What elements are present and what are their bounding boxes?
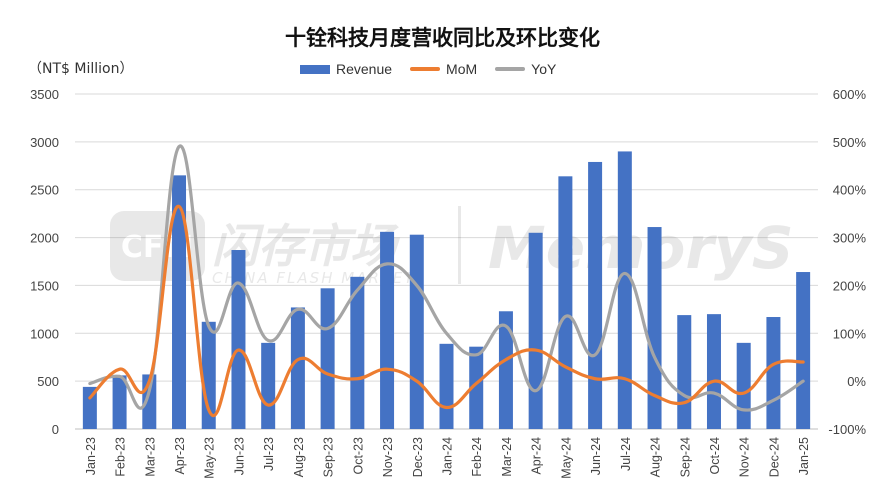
- bar: [617, 151, 632, 429]
- x-axis-labels: Jan-23 Feb-23 Mar-23 Apr-23 May-23 Jun-23 Jul-…: [84, 437, 811, 479]
- bar: [498, 311, 513, 429]
- left-tick-label: 0: [52, 422, 59, 437]
- bar: [558, 176, 573, 429]
- x-tick-label: Sep-23: [322, 437, 336, 477]
- left-axis-ticks: 0 500 1000 1500 2000 2500 3000 3500: [30, 87, 59, 437]
- right-axis-ticks: -100% 0% 100% 200% 300% 400% 500% 600%: [828, 87, 866, 437]
- left-tick-label: 1000: [30, 326, 59, 341]
- bar: [469, 346, 484, 429]
- x-tick-label: Feb-24: [470, 437, 484, 477]
- x-tick-label: May-23: [203, 437, 217, 479]
- left-tick-label: 2000: [30, 231, 59, 246]
- line-series: [88, 144, 805, 418]
- x-tick-label: Sep-24: [678, 437, 692, 477]
- x-tick-label: Aug-23: [292, 437, 306, 477]
- x-tick-label: Aug-24: [649, 437, 663, 477]
- right-tick-label: 300%: [833, 231, 867, 246]
- watermark: CFM 闪存市场 CHINA FLASH MARKET MemoryS: [110, 206, 794, 287]
- x-tick-label: Mar-24: [500, 437, 514, 477]
- x-tick-label: Apr-24: [530, 437, 544, 475]
- legend-item-revenue: Revenue: [300, 61, 392, 77]
- bar: [647, 227, 662, 429]
- left-axis-unit: （NT$ Million）: [28, 61, 134, 77]
- left-tick-label: 3500: [30, 87, 59, 102]
- bar: [736, 342, 751, 429]
- right-tick-label: 500%: [833, 135, 867, 150]
- right-tick-label: 400%: [833, 183, 867, 198]
- x-tick-label: Dec-24: [767, 437, 781, 477]
- right-tick-label: -100%: [828, 422, 866, 437]
- bar: [796, 272, 811, 429]
- bar: [261, 342, 276, 429]
- right-tick-label: 600%: [833, 87, 867, 102]
- bar: [588, 161, 603, 429]
- x-tick-label: Dec-23: [411, 437, 425, 477]
- bar: [82, 386, 97, 429]
- x-tick-label: Mar-23: [143, 437, 157, 477]
- legend-swatch-mom: [410, 67, 441, 71]
- bar: [766, 317, 781, 429]
- bar: [112, 375, 127, 429]
- x-tick-label: Feb-23: [114, 437, 128, 477]
- x-tick-label: Jun-23: [232, 437, 246, 475]
- x-tick-label: Jul-24: [619, 437, 633, 471]
- x-tick-label: Jun-24: [589, 437, 603, 475]
- chart-title: 十铨科技月度营收同比及环比变化: [285, 26, 600, 50]
- bar: [172, 175, 187, 429]
- x-tick-label: May-24: [559, 437, 573, 479]
- legend-label-yoy: YoY: [531, 61, 557, 77]
- x-tick-label: Jan-24: [441, 437, 455, 475]
- left-tick-label: 1500: [30, 278, 59, 293]
- x-tick-label: Apr-23: [173, 437, 187, 475]
- legend: Revenue MoM YoY: [300, 59, 574, 79]
- legend-item-yoy: YoY: [495, 61, 556, 77]
- bar: [320, 288, 335, 429]
- x-tick-label: Jan-23: [84, 437, 98, 475]
- bar: [439, 343, 454, 429]
- x-tick-label: Oct-23: [351, 437, 365, 475]
- watermark-divider: [458, 206, 461, 284]
- left-tick-label: 500: [37, 374, 59, 389]
- bar: [380, 231, 395, 429]
- bar: [350, 276, 365, 429]
- line-mom: [88, 204, 805, 418]
- line-yoy: [88, 144, 805, 412]
- bar: [706, 314, 721, 429]
- x-tick-label: Jul-23: [262, 437, 276, 471]
- bar: [409, 234, 424, 429]
- legend-label-mom: MoM: [446, 61, 478, 77]
- right-tick-label: 0%: [847, 374, 866, 389]
- legend-swatch-revenue: [300, 64, 330, 74]
- bar: [231, 250, 246, 429]
- legend-swatch-yoy: [495, 67, 526, 71]
- legend-item-mom: MoM: [410, 61, 477, 77]
- right-tick-label: 100%: [833, 326, 867, 341]
- bar: [528, 232, 543, 429]
- right-tick-label: 200%: [833, 278, 867, 293]
- legend-label-revenue: Revenue: [336, 61, 393, 77]
- left-tick-label: 2500: [30, 183, 59, 198]
- x-tick-label: Nov-24: [738, 437, 752, 477]
- bar: [677, 315, 692, 429]
- x-tick-label: Oct-24: [708, 437, 722, 475]
- bar: [290, 307, 305, 429]
- x-tick-label: Nov-23: [381, 437, 395, 477]
- x-tick-label: Jan-25: [797, 437, 811, 475]
- left-tick-label: 3000: [30, 135, 59, 150]
